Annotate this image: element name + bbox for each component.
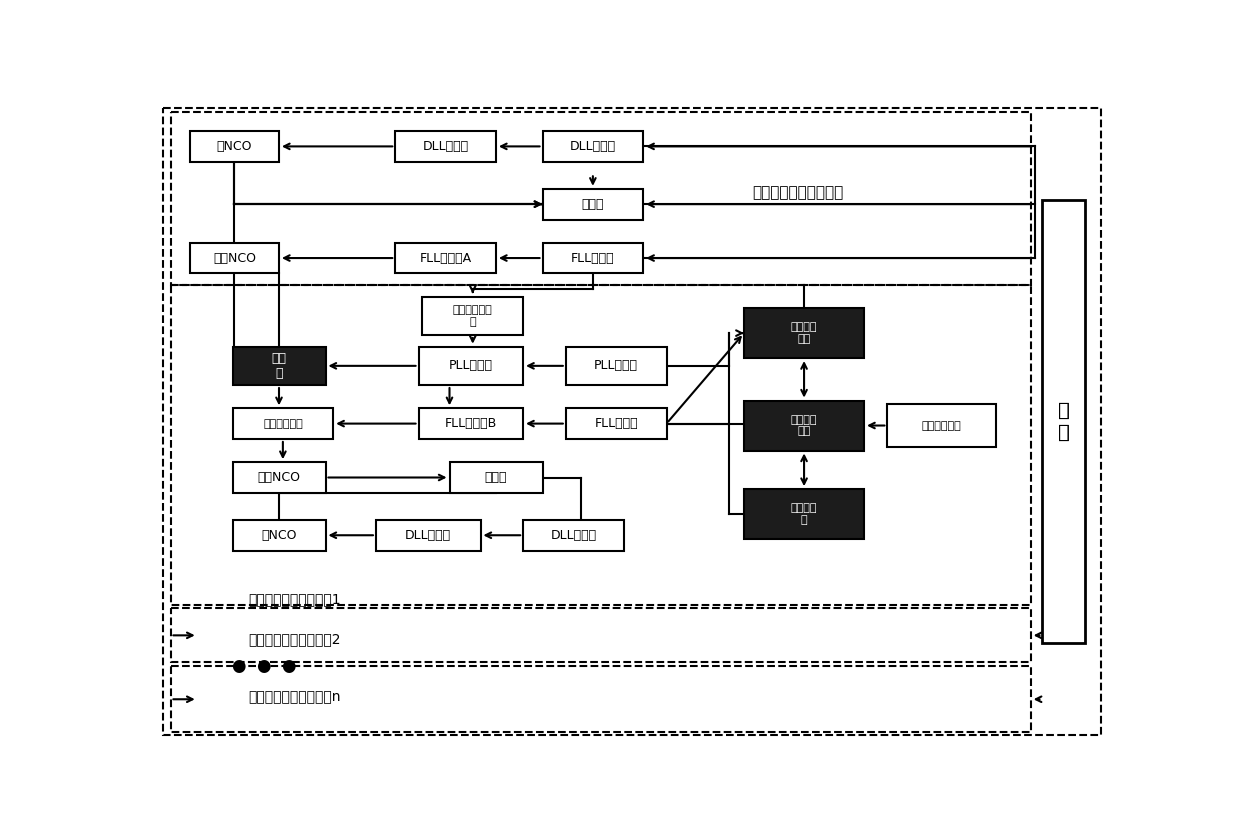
Bar — [376, 520, 481, 550]
Text: DLL鉴别器: DLL鉴别器 — [570, 140, 616, 153]
Bar — [449, 462, 543, 493]
Text: 混频
器: 混频 器 — [272, 352, 286, 380]
Bar — [543, 243, 644, 273]
Text: 惯性信息辅助跟踪环路n: 惯性信息辅助跟踪环路n — [248, 690, 341, 704]
Text: 码NCO: 码NCO — [217, 140, 252, 153]
Bar — [543, 189, 644, 220]
Bar — [396, 243, 496, 273]
Bar — [565, 347, 667, 385]
Text: 惯性信息辅助跟踪环路2: 惯性信息辅助跟踪环路2 — [248, 632, 341, 646]
Text: 载波NCO: 载波NCO — [258, 471, 300, 484]
Bar — [233, 462, 325, 493]
Bar — [565, 408, 667, 439]
Bar — [396, 131, 496, 162]
Bar — [419, 347, 523, 385]
Text: 信
号: 信 号 — [1058, 401, 1070, 443]
Text: ●  ●  ●: ● ● ● — [233, 657, 298, 676]
Text: 惯性信息辅助跟踪环路1: 惯性信息辅助跟踪环路1 — [248, 592, 341, 606]
Bar — [423, 296, 523, 335]
Bar — [744, 308, 864, 358]
Text: FLL鉴别器: FLL鉴别器 — [594, 418, 637, 430]
Bar — [190, 243, 279, 273]
Text: PLL滤波器: PLL滤波器 — [449, 359, 492, 372]
Text: FLL滤波器A: FLL滤波器A — [419, 251, 471, 265]
Bar — [744, 489, 864, 539]
Text: PLL鉴别器: PLL鉴别器 — [594, 359, 639, 372]
Bar — [171, 112, 1030, 285]
Text: 误差估算
器: 误差估算 器 — [791, 504, 817, 525]
Bar — [419, 408, 523, 439]
Text: DLL鉴别器: DLL鉴别器 — [551, 529, 596, 542]
Text: 载波NCO: 载波NCO — [213, 251, 255, 265]
Text: 惯导数据
融合: 惯导数据 融合 — [791, 415, 817, 437]
Bar — [543, 131, 644, 162]
Text: 环路选择切换: 环路选择切换 — [263, 418, 303, 428]
Bar — [744, 401, 864, 451]
Bar — [171, 285, 1030, 605]
Text: 惯性加速度辅
助: 惯性加速度辅 助 — [453, 305, 492, 326]
Text: 导航解算
计算: 导航解算 计算 — [791, 322, 817, 344]
Bar — [233, 520, 325, 550]
Bar — [233, 408, 334, 439]
Text: FLL滤波器B: FLL滤波器B — [445, 418, 497, 430]
Bar — [1043, 200, 1085, 643]
Text: DLL滤波器: DLL滤波器 — [405, 529, 451, 542]
Text: 码NCO: 码NCO — [262, 529, 296, 542]
Text: 平台位置计算: 平台位置计算 — [921, 421, 961, 431]
Bar — [233, 347, 325, 385]
Bar — [171, 609, 1030, 662]
Bar — [171, 666, 1030, 731]
Bar — [523, 520, 624, 550]
Text: DLL滤波器: DLL滤波器 — [423, 140, 469, 153]
Text: FLL鉴别器: FLL鉴别器 — [572, 251, 615, 265]
Text: 相关器: 相关器 — [485, 471, 507, 484]
Bar — [190, 131, 279, 162]
Text: 信
号: 信 号 — [1058, 401, 1070, 443]
Text: 相关器: 相关器 — [582, 198, 604, 210]
Text: 惯性信息判别跟踪环路: 惯性信息判别跟踪环路 — [753, 185, 844, 200]
Bar — [888, 404, 996, 447]
